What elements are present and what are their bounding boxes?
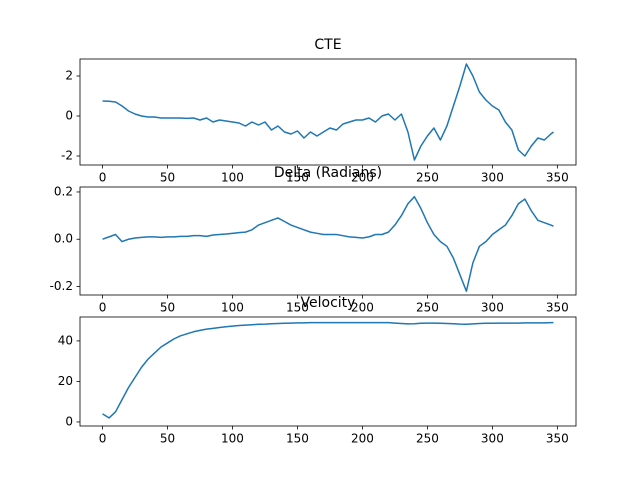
x-tick-label: 150: [286, 301, 309, 315]
x-tick-label: 150: [286, 432, 309, 446]
data-line: [102, 195, 554, 292]
axes-background: [80, 59, 576, 165]
y-tick-label: 40: [58, 333, 73, 347]
x-tick-label: 200: [351, 432, 374, 446]
axes-background: [80, 187, 576, 295]
x-tick-label: 350: [546, 171, 569, 185]
x-tick-label: 100: [221, 432, 244, 446]
x-tick-label: 50: [160, 301, 175, 315]
x-tick-label: 350: [546, 432, 569, 446]
x-tick-label: 100: [221, 171, 244, 185]
y-tick-label: -2: [61, 149, 73, 163]
x-tick-label: 300: [481, 171, 504, 185]
axes-background: [80, 317, 576, 426]
x-tick-label: 250: [416, 301, 439, 315]
y-tick-label: 0: [65, 109, 73, 123]
y-tick-label: 0.2: [54, 184, 73, 198]
x-tick-label: 200: [351, 301, 374, 315]
chart-title: CTE: [314, 37, 341, 53]
data-line: [102, 321, 554, 419]
y-tick-label: 2: [65, 69, 73, 83]
x-tick-label: 250: [416, 171, 439, 185]
x-tick-label: 200: [351, 171, 374, 185]
x-tick-label: 250: [416, 432, 439, 446]
x-tick-label: 50: [160, 171, 175, 185]
x-tick-label: 150: [286, 171, 309, 185]
axes-frame: [79, 186, 577, 296]
x-tick-label: 300: [481, 432, 504, 446]
y-tick-label: 0.0: [54, 232, 73, 246]
y-tick-label: 0: [65, 414, 73, 428]
x-tick-label: 100: [221, 301, 244, 315]
x-tick-label: 300: [481, 301, 504, 315]
x-tick-label: 0: [99, 301, 107, 315]
chart-title: Velocity: [301, 295, 356, 311]
axes-frame: [79, 58, 577, 166]
y-tick-label: -0.2: [50, 279, 73, 293]
x-tick-label: 350: [546, 301, 569, 315]
data-line: [102, 63, 554, 161]
x-tick-label: 0: [99, 432, 107, 446]
y-tick-label: 20: [58, 374, 73, 388]
chart-title: Delta (Radians): [274, 165, 382, 181]
x-tick-label: 50: [160, 432, 175, 446]
x-tick-label: 0: [99, 171, 107, 185]
axes-frame: [79, 316, 577, 427]
